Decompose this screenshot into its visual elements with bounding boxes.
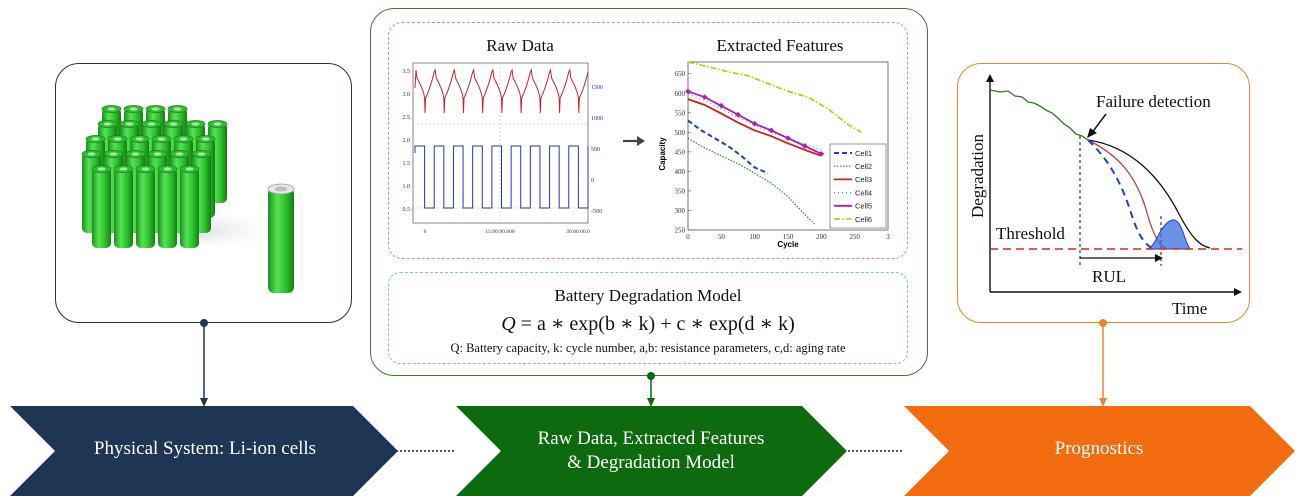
capacity-y-tick: 400 [675,168,686,176]
capacity-x-tick: 100 [749,233,760,241]
prognostics-chart: Failure detection Degradation Threshold … [968,74,1242,318]
cell-grid [81,105,228,248]
series-line-cell6 [687,61,862,134]
raw-right-tick: 0 [591,178,594,184]
raw-right-tick: 1000 [591,116,603,122]
battery-cell [113,165,134,248]
capacity-y-tick: 250 [675,227,686,235]
capacity-x-tick: 50 [718,233,726,241]
raw-left-tick: 3.0 [403,92,411,98]
raw-x-tick: 15:00:00.000 [485,229,514,235]
legend-label: Cell3 [855,175,872,184]
single-cell [267,183,295,293]
model-equation: Q = a ∗ exp(b ∗ k) + c ∗ exp(d ∗ k) [388,311,908,336]
stage-chevron-3 [904,406,1295,496]
legend-label: Cell4 [855,188,872,197]
capacity-x-tick: 150 [783,233,794,241]
raw-right-tick: 1500 [591,85,603,91]
current-trace [414,145,589,209]
capacity-y-tick: 450 [675,148,686,156]
features-title: Extracted Features [716,36,844,55]
raw-data-chart: 3.5 3.0 2.5 2.0 1.5 1.0 0.5 1500 1000 500 0 -500 0… [403,62,603,235]
capacity-chart: 650 600 550 500 450 400 350 300 250 0 50 100 150 200… [658,61,890,249]
stage-2-label-line1: Raw Data, Extracted Features [537,428,765,449]
capacity-x-tick: 3 [886,233,890,241]
raw-left-tick: 2.0 [403,138,411,144]
stage-3-label: Prognostics [1054,438,1144,459]
capacity-axis-label: Capacity [658,137,667,171]
voltage-trace [414,68,589,114]
raw-data-title: Raw Data [486,36,554,55]
cell5-marker [785,135,791,142]
rul-distribution [1147,219,1191,250]
raw-right-tick: -500 [591,209,602,215]
battery-cell [179,165,200,248]
capacity-y-tick: 350 [675,187,686,195]
equation-rhs: = a ∗ exp(b ∗ k) + c ∗ exp(d ∗ k) [520,313,795,335]
model-title: Battery Degradation Model [554,286,742,305]
failure-detection-label: Failure detection [1096,92,1211,111]
capacity-y-tick: 500 [675,129,686,137]
capacity-x-tick: 0 [686,233,690,241]
raw-left-tick: 1.5 [403,161,411,167]
capacity-y-tick: 600 [675,90,686,98]
capacity-y-tick: 550 [675,109,686,117]
stage-chevron-1 [10,406,398,496]
capacity-y-tick: 650 [675,70,686,78]
prognostics-card [957,63,1250,323]
battery-cell [91,165,112,248]
time-axis-label: Time [1172,299,1207,318]
stage-chevron-2 [456,406,847,496]
battery-cell [135,165,156,248]
raw-x-tick: 0 [424,229,427,235]
feature-extraction-arrow [623,136,645,146]
raw-left-tick: 1.0 [403,184,411,190]
raw-left-tick: 0.5 [403,207,411,213]
model-panel [388,272,908,364]
series-line-cell1 [687,119,769,175]
battery-cells-illustration [70,105,295,293]
cell5-marker [768,127,775,134]
threshold-label: Threshold [996,224,1065,243]
series-line-cell4 [687,93,822,151]
capacity-legend: Cell1 Cell2 Cell3 Cell4 Cell5 Cell6 [829,143,887,229]
raw-right-tick: 500 [591,147,600,153]
legend-label: Cell1 [855,149,872,158]
series-line-cell2 [687,137,816,225]
stage-2-label-line2: & Degradation Model [567,452,735,473]
capacity-x-tick: 250 [849,233,860,241]
stage-1-label: Physical System: Li-ion cells [93,438,317,459]
capacity-x-tick: 200 [816,233,827,241]
raw-x-tick: 30:00:00.0 [566,229,590,235]
degradation-axis-label: Degradation [968,133,987,218]
battery-cell [157,165,178,248]
raw-left-tick: 2.5 [403,115,411,121]
capacity-y-tick: 300 [675,207,686,215]
legend-label: Cell6 [855,215,872,224]
rul-label: RUL [1092,267,1126,286]
cell5-marker [685,88,691,95]
equation-q: Q [501,313,516,335]
model-caption: Q: Battery capacity, k: cycle number, a,… [450,341,846,355]
cell5-marker [735,111,741,118]
prediction-blue [1087,139,1153,249]
raw-left-tick: 3.5 [403,69,411,75]
series-line-cell3 [687,98,822,157]
degradation-history [989,89,1089,141]
cycle-axis-label: Cycle [777,240,799,249]
legend-label: Cell2 [855,162,872,171]
legend-label: Cell5 [855,202,872,211]
prediction-black [1087,139,1211,249]
